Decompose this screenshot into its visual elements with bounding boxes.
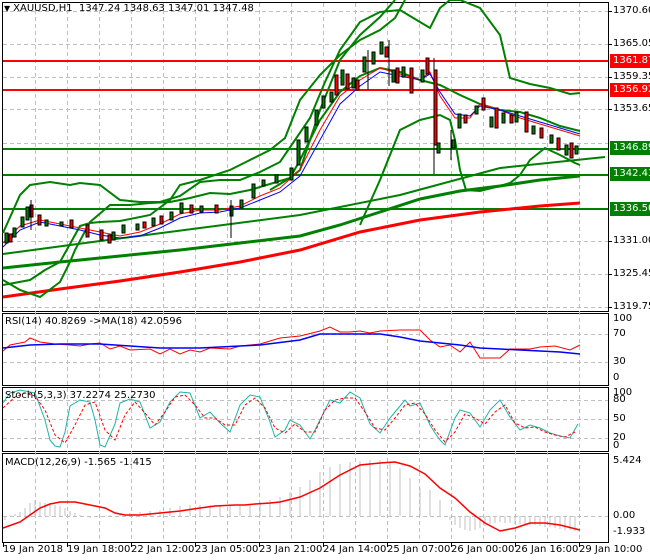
macd-histogram: [4, 460, 576, 531]
support-level-tag: 1346.89: [610, 141, 650, 155]
symbol-label: XAUUSD,H1: [13, 3, 73, 14]
macd-tick: 0.00: [613, 510, 636, 521]
time-axis-ticks: [3, 543, 580, 547]
macd-title: MACD(12,26,9) -1.565 -1.415: [5, 457, 152, 468]
bollinger-lower-2: [2, 0, 406, 286]
candle-wicks: [30, 40, 452, 238]
price-tick: 1370.60: [613, 5, 650, 16]
candles: [4, 40, 579, 244]
stoch-k-line: [2, 389, 579, 448]
time-label: 22 Jan 12:00: [131, 544, 195, 555]
rsi-tick: 100: [613, 313, 633, 324]
support-level-tag: 1336.50: [610, 202, 650, 216]
panel-frames: [2, 2, 609, 543]
rsi-tick: 30: [613, 356, 626, 367]
time-label: 24 Jan 14:00: [323, 544, 387, 555]
price-axis-ticks: [608, 11, 612, 308]
time-label: 26 Jan 16:00: [515, 544, 579, 555]
time-label: 25 Jan 07:00: [387, 544, 451, 555]
time-label: 29 Jan 10:00: [579, 544, 643, 555]
bollinger-upper: [2, 0, 581, 234]
time-label: 19 Jan 18:00: [67, 544, 131, 555]
rsi-title: RSI(14) 40.8269 ->MA(18) 42.0596: [5, 316, 182, 327]
stoch-tick: 50: [613, 413, 626, 424]
collapse-arrow-icon[interactable]: ▼: [4, 4, 11, 13]
time-label: 23 Jan 21:00: [259, 544, 323, 555]
time-label: 19 Jan 2018: [3, 544, 63, 555]
resistance-levels: [3, 60, 608, 91]
grid-horizontal-stoch: [3, 400, 608, 439]
stoch-tick: 80: [613, 394, 626, 405]
bollinger-lower-3: [359, 113, 581, 226]
price-tick: 1365.05: [613, 38, 650, 49]
ma-long-red: [2, 201, 581, 299]
time-label: 23 Jan 05:00: [195, 544, 259, 555]
rsi-tick: 0: [613, 372, 620, 383]
price-tick: 1359.35: [613, 71, 650, 82]
bollinger-lower: [2, 0, 396, 299]
macd-tick: 5.424: [613, 455, 642, 466]
price-tick: 1353.65: [613, 103, 650, 114]
stoch-tick: 100: [613, 387, 633, 398]
rsi-tick: 70: [613, 328, 626, 339]
resistance-level-tag: 1356.92: [610, 83, 650, 97]
ohlc-values: 1347.24 1348.63 1347.01 1347.48: [78, 3, 254, 14]
macd-tick: -1.933: [613, 526, 646, 537]
price-tick: 1319.75: [613, 301, 650, 312]
price-tick: 1325.45: [613, 268, 650, 279]
chart-header: ▼ XAUUSD,H1 1347.24 1348.63 1347.01 1347.…: [4, 3, 254, 15]
rsi-ma-line: [2, 333, 581, 355]
grid-vertical: [35, 3, 580, 542]
trendline-green: [2, 156, 606, 255]
stoch-d-line: [2, 392, 576, 444]
stoch-tick: 20: [613, 432, 626, 443]
support-level-tag: 1342.43: [610, 167, 650, 181]
stoch-title: Stoch(5,3,3) 37.2274 25.2730: [5, 390, 156, 401]
stoch-tick: 0: [613, 440, 620, 451]
time-label: 26 Jan 00:00: [451, 544, 515, 555]
macd-signal-line: [2, 461, 581, 532]
resistance-level-tag: 1361.87: [610, 54, 650, 68]
price-tick: 1331.00: [613, 235, 650, 246]
